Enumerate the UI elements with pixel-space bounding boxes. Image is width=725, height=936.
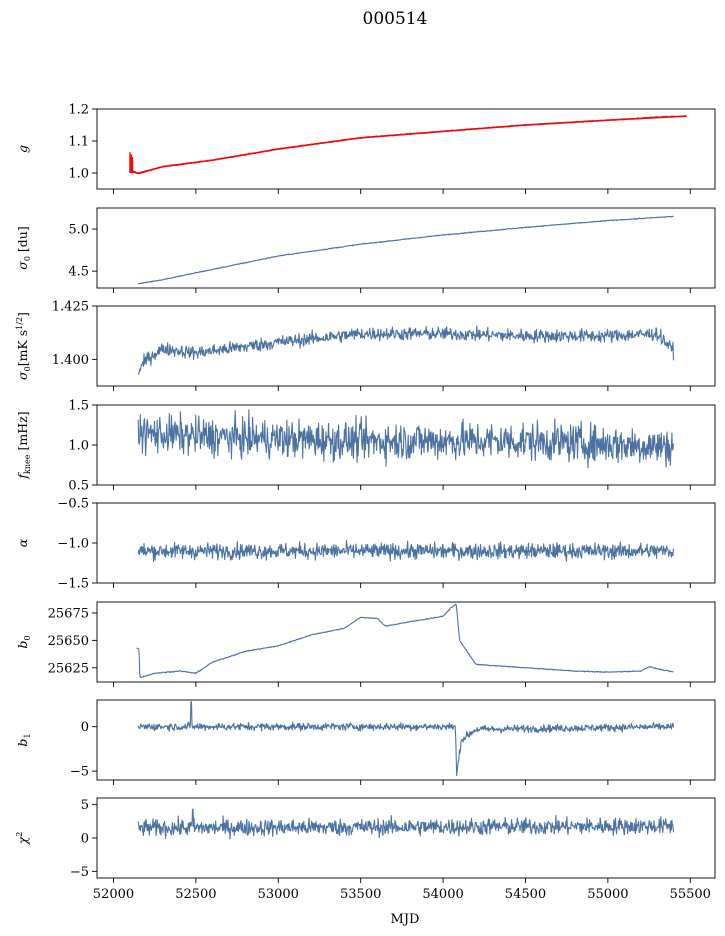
x-tick-label: 54000 bbox=[422, 887, 463, 902]
panel-frame bbox=[96, 797, 716, 879]
panel-b1: −5 0 b1 bbox=[15, 699, 716, 785]
series-line-b0 bbox=[136, 603, 674, 678]
series-line-alpha bbox=[137, 539, 675, 563]
y-tick-label: 1.5 bbox=[68, 399, 89, 414]
panel-sigma0_mks: 1.400 1.425 σ0[mK s1/2] bbox=[15, 300, 716, 391]
panel-frame bbox=[96, 108, 716, 190]
y-axis-label-chi2: χ2 bbox=[15, 832, 30, 846]
panel-frame bbox=[96, 502, 716, 584]
y-tick-label: 1.425 bbox=[52, 300, 89, 315]
x-tick-label: 55000 bbox=[587, 887, 628, 902]
series-line-b1 bbox=[137, 701, 675, 777]
y-tick-label: 5 bbox=[81, 798, 89, 813]
y-tick-label: −1.5 bbox=[57, 577, 89, 592]
y-tick-label: 4.5 bbox=[68, 265, 89, 280]
y-tick-label: 25625 bbox=[48, 661, 89, 676]
panel-alpha: −1.5 −1.0 −0.5 α bbox=[15, 497, 716, 592]
x-tick-label: 54500 bbox=[505, 887, 546, 902]
panel-frame bbox=[96, 207, 716, 289]
y-axis-label-sigma0_mks: σ0[mK s1/2] bbox=[15, 312, 32, 380]
panel-b0: 25625 25650 25675 b0 bbox=[15, 601, 716, 687]
x-tick-label: 52000 bbox=[93, 887, 134, 902]
y-tick-label: 25650 bbox=[48, 634, 89, 649]
series-line-sigma0_mks bbox=[137, 325, 675, 375]
series-line-sigma0_du bbox=[137, 215, 674, 285]
y-tick-label: −5 bbox=[70, 865, 89, 880]
y-axis-label-sigma0_du: σ0 [du] bbox=[15, 226, 32, 269]
panel-fknee: 0.5 1.0 1.5 fknee [mHz] bbox=[15, 399, 716, 494]
y-tick-label: 5.0 bbox=[68, 223, 89, 238]
panels: 1.0 1.1 1.2 g 4.5 5.0 σ0 [du] 1.400 1.425 σ0[mK s… bbox=[15, 103, 716, 902]
y-axis-label-b0: b0 bbox=[15, 635, 32, 648]
x-tick-label: 53000 bbox=[258, 887, 299, 902]
panel-g: 1.0 1.1 1.2 g bbox=[15, 103, 716, 194]
y-tick-label: −1.0 bbox=[57, 537, 89, 552]
x-axis-label: MJD bbox=[391, 912, 420, 927]
y-axis-label-fknee: fknee [mHz] bbox=[15, 411, 32, 479]
panel-frame bbox=[96, 699, 716, 781]
fit-line-g bbox=[129, 115, 687, 175]
y-axis-label-g: g bbox=[15, 145, 30, 153]
x-tick-label: 55500 bbox=[670, 887, 711, 902]
y-tick-label: 1.1 bbox=[68, 135, 89, 150]
panel-frame bbox=[96, 601, 716, 683]
series-line-g bbox=[129, 115, 675, 174]
y-tick-label: 0.5 bbox=[68, 479, 89, 494]
y-tick-label: 0 bbox=[81, 832, 89, 847]
series-line-fknee bbox=[137, 409, 675, 469]
x-tick-label: 52500 bbox=[175, 887, 216, 902]
y-tick-label: 1.0 bbox=[68, 439, 89, 454]
panel-sigma0_du: 4.5 5.0 σ0 [du] bbox=[15, 207, 716, 293]
y-tick-label: 25675 bbox=[48, 606, 89, 621]
panel-chi2: 52000 52500 53000 53500 54000 54500 55000 55500… bbox=[15, 797, 716, 902]
chart-title: 000514 bbox=[363, 9, 428, 29]
y-tick-label: −0.5 bbox=[57, 497, 89, 512]
y-axis-label-b1: b1 bbox=[15, 733, 32, 746]
y-tick-label: 1.2 bbox=[68, 103, 89, 118]
y-tick-label: 0 bbox=[81, 720, 89, 735]
series-line-chi2 bbox=[137, 808, 675, 840]
y-axis-label-alpha: α bbox=[15, 538, 30, 547]
y-tick-label: −5 bbox=[70, 765, 89, 780]
y-tick-label: 1.400 bbox=[52, 353, 89, 368]
x-tick-label: 53500 bbox=[340, 887, 381, 902]
panel-frame bbox=[96, 305, 716, 387]
y-tick-label: 1.0 bbox=[68, 167, 89, 182]
